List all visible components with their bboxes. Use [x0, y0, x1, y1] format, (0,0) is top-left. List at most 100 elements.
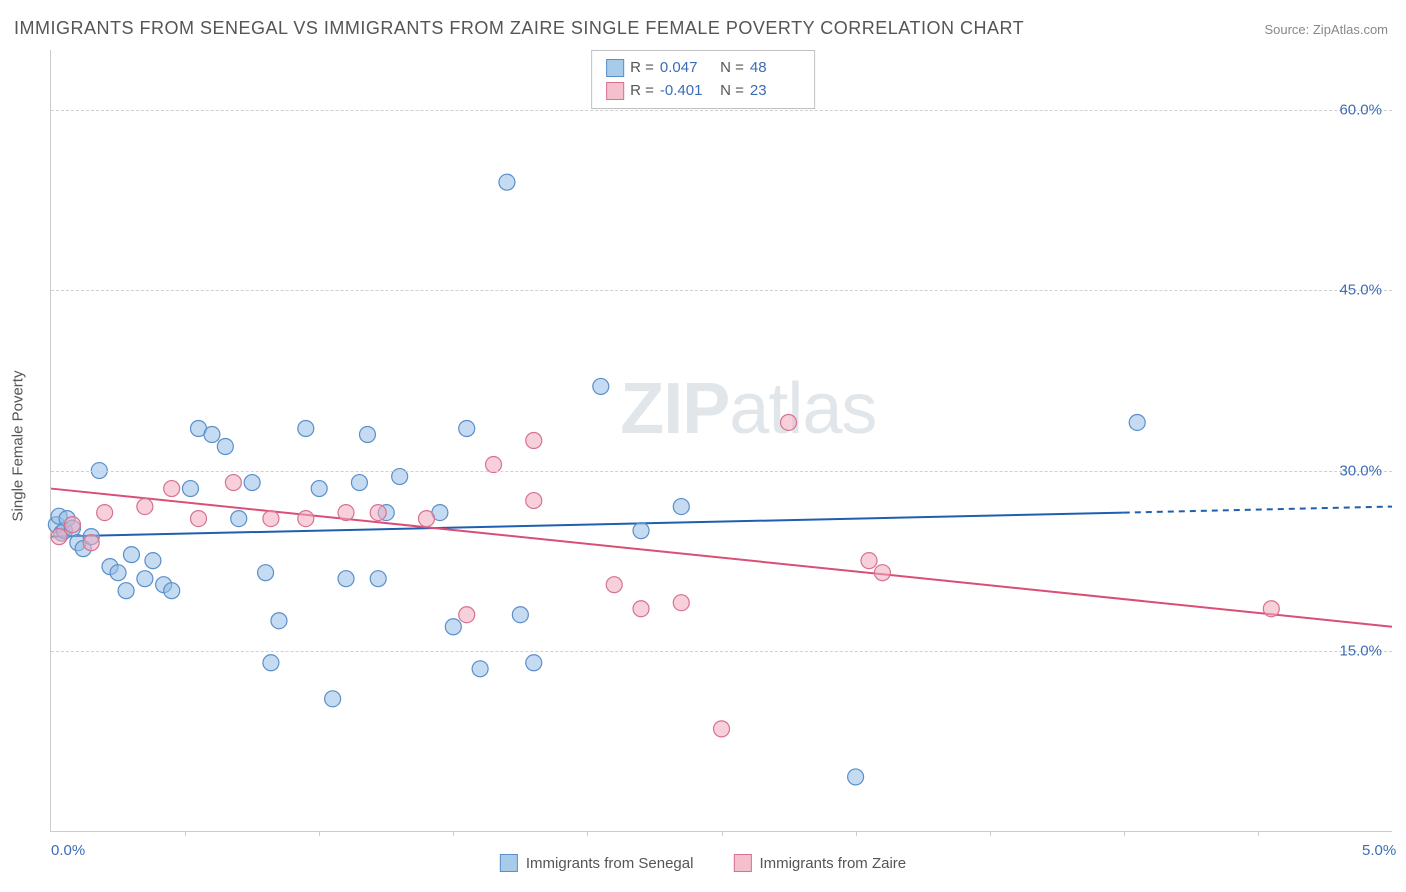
legend-swatch — [606, 59, 624, 77]
data-point — [633, 601, 649, 617]
plot-area: ZIPatlas 15.0%30.0%45.0%60.0%0.0%5.0% — [50, 50, 1392, 832]
data-point — [673, 499, 689, 515]
xtick-mark — [587, 831, 588, 836]
r-value: -0.401 — [660, 80, 710, 103]
data-point — [359, 426, 375, 442]
data-point — [673, 595, 689, 611]
n-value: 48 — [750, 57, 800, 80]
legend-swatch — [606, 82, 624, 100]
data-point — [445, 619, 461, 635]
data-point — [182, 481, 198, 497]
gridline — [51, 110, 1392, 111]
data-point — [861, 553, 877, 569]
legend-series-label: Immigrants from Senegal — [526, 855, 694, 872]
legend-correlation: R = 0.047 N = 48R = -0.401 N = 23 — [591, 50, 815, 109]
ytick-label: 15.0% — [1339, 642, 1382, 659]
data-point — [244, 475, 260, 491]
data-point — [204, 426, 220, 442]
data-point — [459, 607, 475, 623]
xtick-mark — [856, 831, 857, 836]
legend-series: Immigrants from Senegal Immigrants from Z… — [500, 854, 906, 872]
data-point — [848, 769, 864, 785]
data-point — [499, 174, 515, 190]
data-point — [714, 721, 730, 737]
data-point — [526, 655, 542, 671]
data-point — [110, 565, 126, 581]
data-point — [606, 577, 622, 593]
chart-title: IMMIGRANTS FROM SENEGAL VS IMMIGRANTS FR… — [14, 18, 1024, 39]
legend-series-label: Immigrants from Zaire — [759, 855, 906, 872]
xtick-mark — [1258, 831, 1259, 836]
data-point — [472, 661, 488, 677]
legend-swatch — [500, 854, 518, 872]
data-point — [191, 511, 207, 527]
n-label: N = — [716, 57, 744, 80]
data-point — [633, 523, 649, 539]
y-axis-label: Single Female Poverty — [10, 371, 27, 522]
data-point — [325, 691, 341, 707]
xtick-label: 5.0% — [1362, 842, 1396, 859]
data-point — [781, 414, 797, 430]
data-point — [123, 547, 139, 563]
data-point — [370, 505, 386, 521]
data-point — [137, 499, 153, 515]
data-point — [311, 481, 327, 497]
legend-correlation-row: R = -0.401 N = 23 — [606, 80, 800, 103]
data-point — [338, 505, 354, 521]
n-label: N = — [716, 80, 744, 103]
data-point — [298, 420, 314, 436]
ytick-label: 60.0% — [1339, 102, 1382, 119]
ytick-label: 45.0% — [1339, 282, 1382, 299]
data-point — [51, 529, 67, 545]
legend-series-item: Immigrants from Senegal — [500, 854, 694, 872]
data-point — [370, 571, 386, 587]
gridline — [51, 471, 1392, 472]
xtick-mark — [1124, 831, 1125, 836]
source-label: Source: ZipAtlas.com — [1264, 22, 1388, 37]
data-point — [1263, 601, 1279, 617]
legend-correlation-row: R = 0.047 N = 48 — [606, 57, 800, 80]
data-point — [64, 517, 80, 533]
data-point — [231, 511, 247, 527]
data-point — [512, 607, 528, 623]
data-point — [83, 535, 99, 551]
xtick-mark — [990, 831, 991, 836]
data-point — [593, 378, 609, 394]
data-point — [338, 571, 354, 587]
r-label: R = — [630, 80, 654, 103]
data-point — [263, 511, 279, 527]
xtick-mark — [185, 831, 186, 836]
xtick-mark — [722, 831, 723, 836]
legend-swatch — [733, 854, 751, 872]
n-value: 23 — [750, 80, 800, 103]
r-value: 0.047 — [660, 57, 710, 80]
xtick-label: 0.0% — [51, 842, 85, 859]
legend-series-item: Immigrants from Zaire — [733, 854, 906, 872]
data-point — [164, 481, 180, 497]
data-point — [459, 420, 475, 436]
data-point — [874, 565, 890, 581]
data-point — [164, 583, 180, 599]
data-point — [258, 565, 274, 581]
data-point — [217, 439, 233, 455]
data-point — [351, 475, 367, 491]
data-point — [137, 571, 153, 587]
data-point — [145, 553, 161, 569]
data-point — [118, 583, 134, 599]
gridline — [51, 651, 1392, 652]
data-point — [298, 511, 314, 527]
data-point — [97, 505, 113, 521]
trend-line — [51, 513, 1124, 537]
data-point — [1129, 414, 1145, 430]
ytick-label: 30.0% — [1339, 462, 1382, 479]
gridline — [51, 290, 1392, 291]
xtick-mark — [319, 831, 320, 836]
data-point — [418, 511, 434, 527]
data-point — [263, 655, 279, 671]
chart-svg — [51, 50, 1392, 831]
data-point — [526, 493, 542, 509]
trend-line — [51, 489, 1392, 627]
trend-line-dashed — [1124, 507, 1392, 513]
data-point — [271, 613, 287, 629]
data-point — [225, 475, 241, 491]
